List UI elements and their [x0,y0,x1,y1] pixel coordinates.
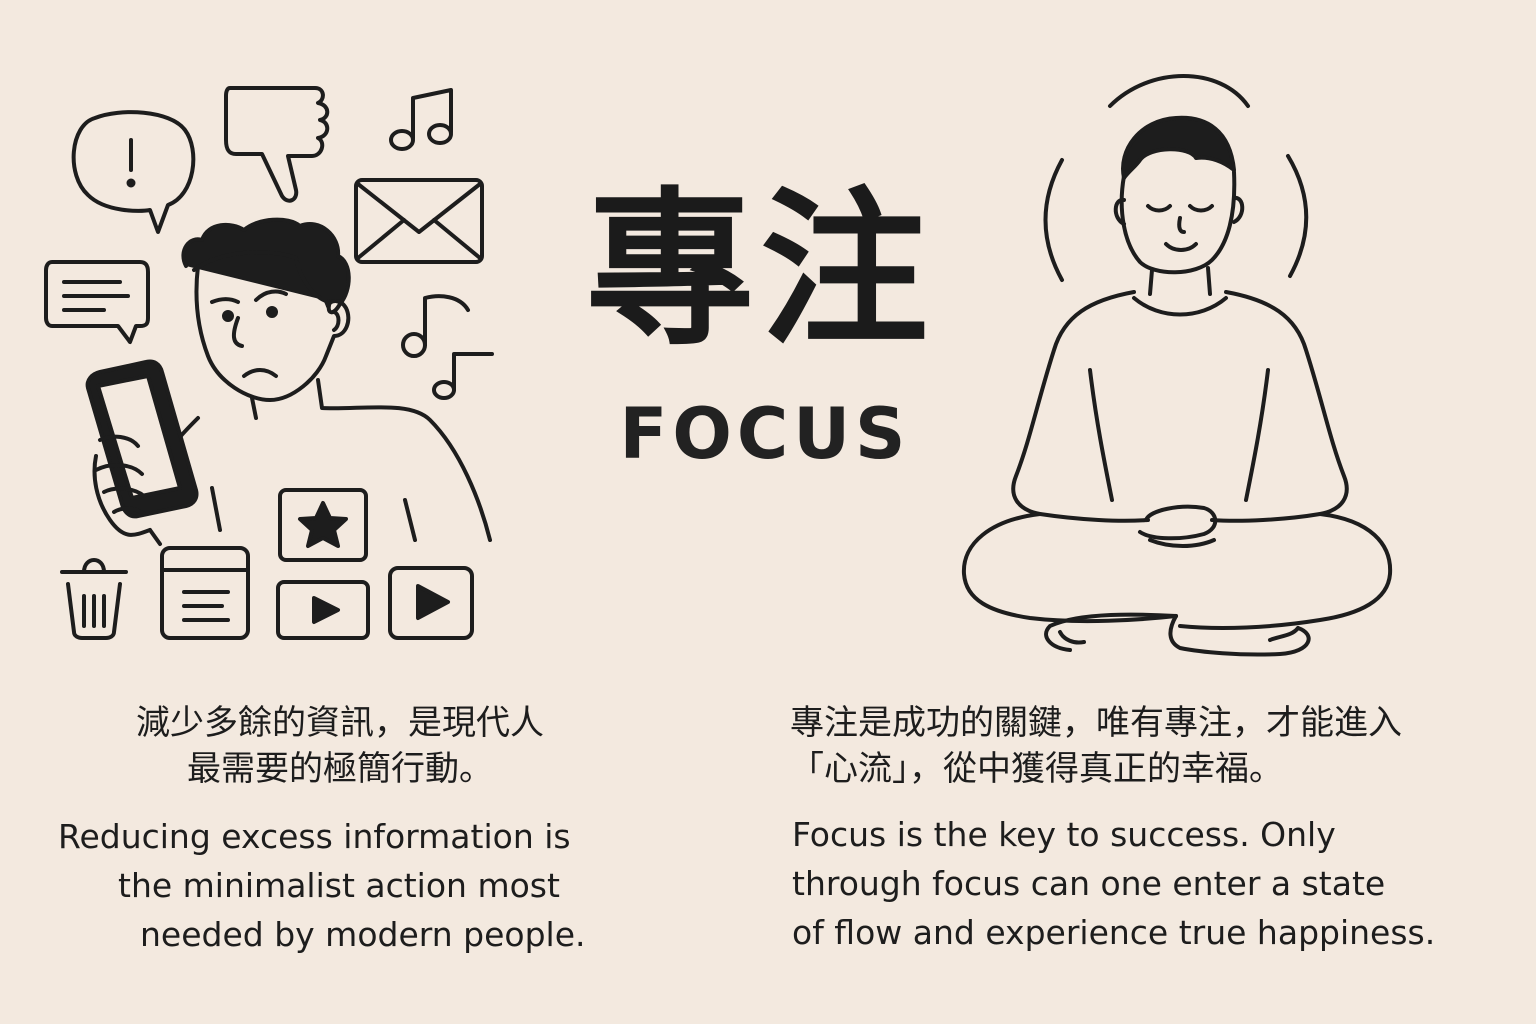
right-english-line-3: of flow and experience true happiness. [792,913,1436,952]
phone-icon [85,359,199,519]
left-english-line-3: needed by modern people. [140,915,586,954]
meditating-person-illustration [961,74,1393,657]
hand-illustration [92,434,162,546]
left-english-line-1: Reducing excess information is [58,817,571,856]
trash-icon [60,558,128,640]
envelope-icon [354,178,484,264]
left-chinese-caption: 減少多餘的資訊，是現代人 最需要的極簡行動。 [60,700,620,792]
right-chinese-line-1: 專注是成功的關鍵，唯有專注，才能進入 [790,703,1402,743]
message-bubble-icon [44,260,150,344]
document-icon [160,546,250,640]
distracted-person-illustration [168,217,492,542]
left-chinese-line-2: 最需要的極簡行動。 [187,749,493,789]
music-note-icon [389,88,453,151]
left-chinese-line-1: 減少多餘的資訊，是現代人 [136,703,544,743]
play-icon [276,580,370,640]
left-english-caption: Reducing excess information is the minim… [58,812,618,959]
left-english-line-2: the minimalist action most [118,866,560,905]
page-title-english: FOCUS [619,393,911,475]
play-icon [388,566,474,640]
music-note-icon [401,294,494,400]
star-icon [278,488,368,562]
right-english-line-1: Focus is the key to success. Only [792,815,1336,854]
right-chinese-line-2: 「心流」，從中獲得真正的幸福。 [790,749,1283,789]
exclamation-bubble-icon [71,110,196,234]
page-title-chinese: 專注 [586,172,934,368]
right-chinese-caption: 專注是成功的關鍵，唯有專注，才能進入 「心流」，從中獲得真正的幸福。 [790,700,1510,792]
right-english-caption: Focus is the key to success. Only throug… [792,810,1512,957]
right-english-line-2: through focus can one enter a state [792,864,1386,903]
thumbs-down-icon [224,86,330,203]
